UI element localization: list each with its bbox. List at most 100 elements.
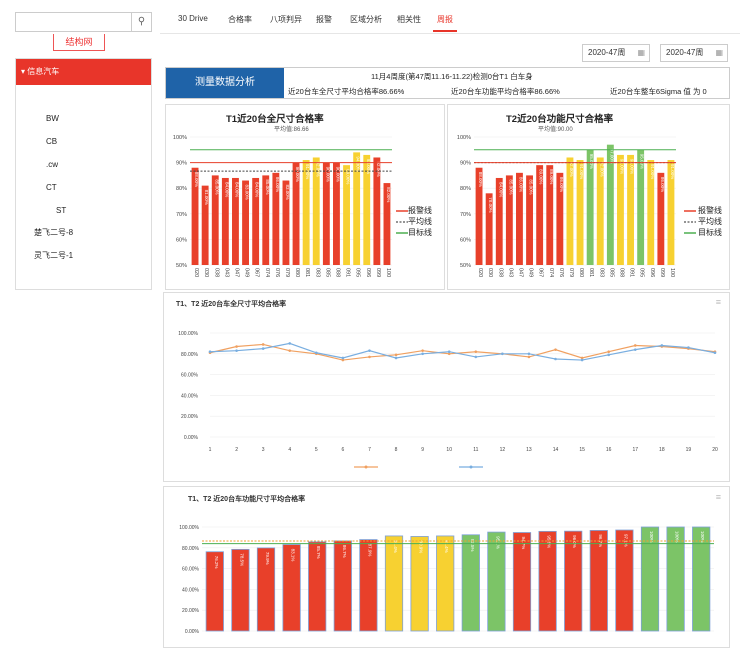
bar bbox=[436, 535, 455, 632]
legend-average: 平均线 bbox=[408, 217, 432, 226]
tab-region-analysis[interactable]: 区域分析 bbox=[350, 15, 382, 24]
y-tick-label: 100.00% bbox=[178, 331, 198, 337]
data-label: 85.7% bbox=[316, 546, 321, 559]
tab-pass-rate[interactable]: 合格率 bbox=[228, 15, 252, 24]
data-label: 100% bbox=[649, 531, 654, 543]
x-tick-label: 020 bbox=[193, 268, 199, 277]
search-icon[interactable]: ⚲ bbox=[131, 13, 151, 31]
structure-tab[interactable]: 结构网 bbox=[53, 34, 105, 51]
data-label: 93.00% bbox=[619, 159, 624, 174]
x-tick-label: 030 bbox=[487, 268, 493, 277]
legend-alarm: 报警线 bbox=[408, 206, 432, 215]
data-point bbox=[607, 353, 610, 357]
bar bbox=[692, 526, 711, 632]
y-tick-label: 40.00% bbox=[182, 587, 200, 593]
x-tick-label: 047 bbox=[233, 268, 239, 277]
data-label: 95.00% bbox=[589, 154, 594, 169]
y-tick-label: 0.00% bbox=[184, 435, 199, 441]
menu-icon[interactable]: ≡ bbox=[715, 297, 721, 307]
legend-marker bbox=[469, 465, 473, 469]
y-tick-label: 50% bbox=[460, 263, 471, 269]
data-label: 84.00% bbox=[234, 182, 239, 197]
data-label: 86.7% bbox=[342, 545, 347, 558]
x-tick-label: 076 bbox=[558, 268, 564, 277]
data-label: 83.1% bbox=[291, 549, 296, 562]
bar bbox=[282, 544, 301, 632]
data-label: 86.00% bbox=[518, 177, 523, 192]
data-label: 85.00% bbox=[508, 179, 513, 194]
y-tick-label: 80% bbox=[176, 186, 187, 192]
bar bbox=[322, 162, 330, 265]
y-tick-label: 100% bbox=[457, 135, 471, 141]
bar bbox=[596, 157, 604, 265]
data-label: 96.0% bbox=[572, 535, 577, 548]
data-label: 83.00% bbox=[285, 185, 290, 200]
tab-weekly-report[interactable]: 周报 bbox=[437, 15, 453, 24]
tree-item-model-1[interactable]: 灵飞二号-1 bbox=[34, 251, 74, 260]
bar bbox=[201, 185, 209, 265]
bar bbox=[231, 548, 250, 632]
tree-item-model-8[interactable]: 楚飞二号-8 bbox=[34, 228, 74, 237]
data-label: 84.00% bbox=[224, 182, 229, 197]
x-tick-label: 049 bbox=[244, 268, 250, 277]
start-week-value: 2020-47周 bbox=[588, 48, 626, 57]
data-label: 84.00% bbox=[255, 182, 260, 197]
data-point bbox=[580, 356, 584, 360]
bar bbox=[586, 149, 594, 265]
t1-chart-panel: T1近20台全尺寸合格率 平均值:86.66 50% 60% 70% 80% 90% 10… bbox=[165, 104, 445, 290]
x-tick-label: 095 bbox=[355, 268, 361, 277]
data-point bbox=[474, 355, 478, 359]
y-tick-label: 80.00% bbox=[181, 352, 199, 358]
tree-item-ct[interactable]: CT bbox=[46, 183, 57, 192]
tab-correlation[interactable]: 相关性 bbox=[397, 15, 421, 24]
x-tick-label: 7 bbox=[368, 447, 371, 453]
bar bbox=[505, 175, 513, 265]
x-tick-label: 049 bbox=[528, 268, 534, 277]
data-point bbox=[660, 344, 664, 347]
x-tick-label: 081 bbox=[304, 268, 310, 277]
calendar-icon: ▦ bbox=[715, 48, 723, 57]
bar bbox=[536, 165, 544, 265]
bar bbox=[383, 183, 391, 265]
x-tick-label: 2 bbox=[235, 447, 238, 453]
bar bbox=[461, 534, 480, 632]
bar bbox=[256, 547, 276, 632]
t1-bar-chart: 50% 60% 70% 80% 90% 100% 88.00% 020 81.00% 030 85.… bbox=[173, 135, 392, 277]
data-point bbox=[341, 358, 345, 362]
menu-icon[interactable]: ≡ bbox=[715, 492, 721, 502]
x-tick-label: 076 bbox=[274, 268, 280, 277]
function-bar-chart: 0.00% 20.00% 40.00% 60.00% 80.00% 100.00% 76.2… bbox=[179, 525, 714, 635]
tree-item-st[interactable]: ST bbox=[56, 206, 67, 215]
data-label: 90.9% bbox=[419, 540, 424, 553]
bar bbox=[566, 157, 574, 265]
x-tick-label: 080 bbox=[578, 268, 584, 277]
x-tick-label: 14 bbox=[553, 447, 559, 453]
data-point bbox=[527, 355, 531, 359]
data-label: 86.00% bbox=[660, 177, 665, 192]
y-tick-label: 60% bbox=[460, 237, 471, 243]
start-week-picker[interactable]: 2020-47周 ▦ bbox=[582, 44, 650, 62]
tab-eight-rules[interactable]: 八项判异 bbox=[270, 15, 302, 24]
data-label: 89.00% bbox=[539, 169, 544, 184]
tree-item-cb[interactable]: CB bbox=[46, 137, 58, 146]
t2-bar-chart: 50% 60% 70% 80% 90% 100% 88.00% 020 78.00% 030 84.… bbox=[457, 135, 676, 277]
tab-30-drive[interactable]: 30 Drive bbox=[178, 14, 208, 23]
data-label: 97.00% bbox=[609, 149, 614, 164]
end-week-picker[interactable]: 2020-47周 ▦ bbox=[660, 44, 728, 62]
tab-alarm[interactable]: 报警 bbox=[316, 15, 332, 24]
bar bbox=[615, 529, 634, 632]
x-tick-label: 081 bbox=[588, 268, 594, 277]
bar bbox=[512, 532, 532, 632]
x-tick-label: 085 bbox=[324, 268, 330, 277]
chart-subtitle: 平均值:90.00 bbox=[538, 127, 573, 133]
data-point bbox=[235, 345, 238, 348]
tree-root[interactable]: ▾ 信息汽车 bbox=[16, 59, 151, 85]
bar bbox=[640, 526, 660, 632]
tree-item-cw[interactable]: .cw bbox=[46, 160, 58, 169]
search-input[interactable]: ⚲ bbox=[15, 12, 152, 32]
tree-item-bw[interactable]: BW bbox=[46, 114, 59, 123]
x-tick-label: 095 bbox=[639, 268, 645, 277]
bar bbox=[516, 172, 523, 265]
bar bbox=[475, 167, 483, 265]
bar bbox=[487, 531, 506, 632]
